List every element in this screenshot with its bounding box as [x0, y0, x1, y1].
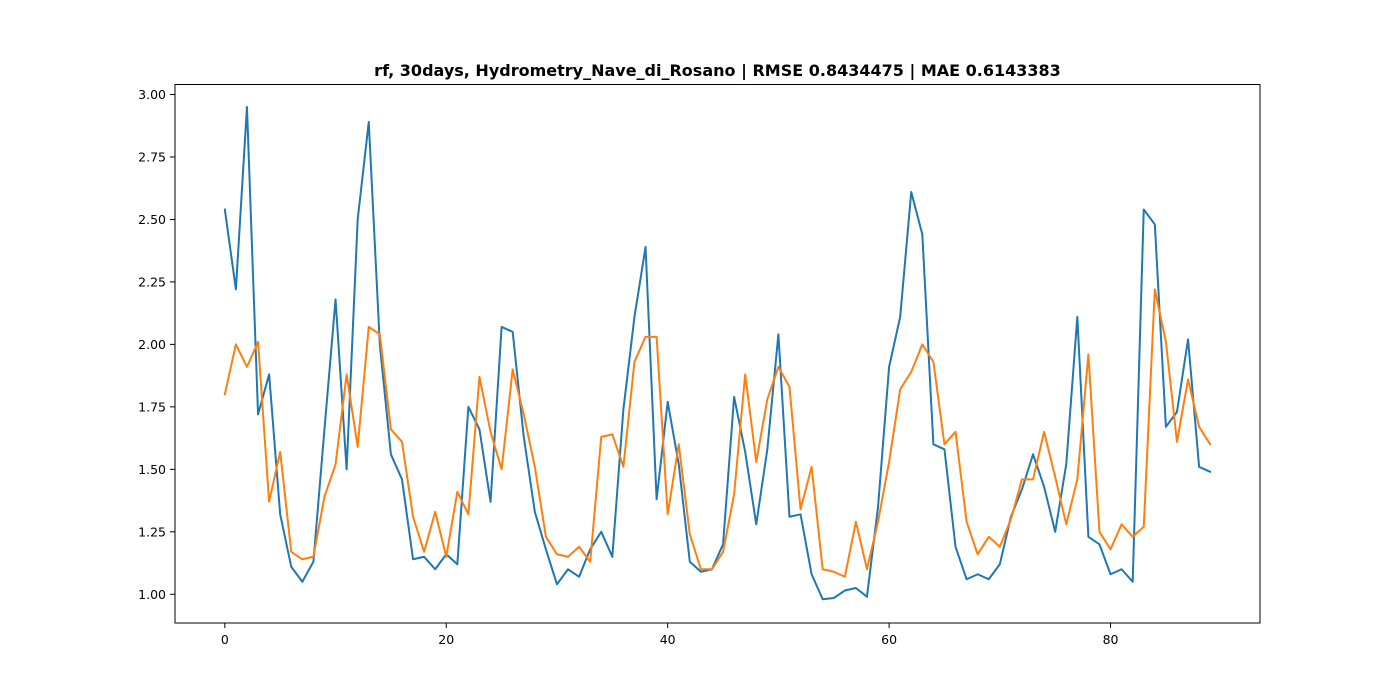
chart-title: rf, 30days, Hydrometry_Nave_di_Rosano | … — [374, 61, 1061, 81]
y-tick-label: 2.25 — [138, 274, 166, 289]
y-tick-label: 1.25 — [138, 524, 166, 539]
series-line-2 — [223, 288, 1212, 578]
y-tick-label: 1.00 — [138, 587, 166, 602]
x-tick-label: 80 — [1103, 632, 1119, 647]
x-axis: 0 20 40 60 80 — [221, 623, 1119, 647]
y-tick-label: 3.00 — [138, 87, 166, 102]
y-tick-label: 2.00 — [138, 337, 166, 352]
y-tick-label: 1.50 — [138, 462, 166, 477]
x-tick-label: 20 — [438, 632, 454, 647]
x-tick-label: 40 — [660, 632, 676, 647]
plot-area-frame — [174, 84, 1261, 624]
y-tick-label: 1.75 — [138, 399, 166, 414]
y-axis: 1.00 1.25 1.50 1.75 2.00 2.25 2.50 2.75 3.00 — [138, 87, 175, 602]
series-line-1 — [223, 105, 1212, 601]
series-layer — [223, 105, 1212, 601]
y-tick-label: 2.50 — [138, 212, 166, 227]
y-tick-label: 2.75 — [138, 149, 166, 164]
x-tick-label: 60 — [881, 632, 897, 647]
x-tick-label: 0 — [221, 632, 229, 647]
